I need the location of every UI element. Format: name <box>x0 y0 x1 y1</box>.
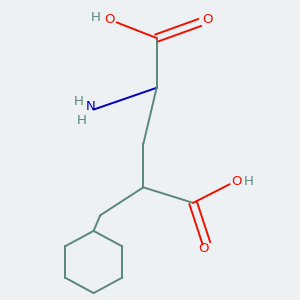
Text: H: H <box>74 95 84 108</box>
Text: H: H <box>90 11 100 24</box>
Text: H: H <box>77 114 87 127</box>
Text: N: N <box>85 100 95 113</box>
Text: H: H <box>244 175 254 188</box>
Text: O: O <box>202 13 213 26</box>
Text: O: O <box>198 242 208 255</box>
Text: O: O <box>104 14 115 26</box>
Text: O: O <box>232 175 242 188</box>
